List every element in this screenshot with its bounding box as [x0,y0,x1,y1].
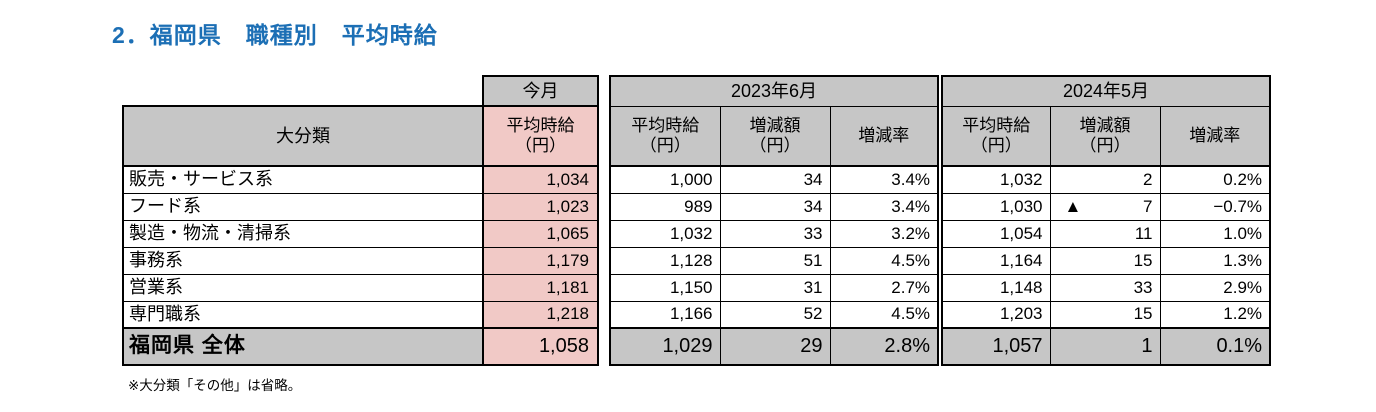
rate-2024-cell: 2.9% [1159,273,1271,302]
table-row: 事務系 1,179 [122,246,599,275]
wage-2023-header: 平均時給 （円） [609,105,721,167]
rate-2024-cell: 1.0% [1159,219,1271,248]
table-row: フード系 1,023 [122,192,599,221]
total-diff-2024-cell: 1 [1049,327,1161,366]
rate-2023-cell: 4.5% [829,300,941,329]
rate-2024-cell: 0.2% [1159,165,1271,194]
group-header-row: 今月 [123,75,599,107]
category-cell: フード系 [122,192,484,221]
comparison-table: 2023年6月 2024年5月 平均時給 （円） 増減額 （円） 増減率 平均時… [609,75,1272,366]
category-cell: 製造・物流・清掃系 [122,219,484,248]
diff-2023-cell: 34 [719,192,831,221]
rate-2024-cell: 1.2% [1159,300,1271,329]
wage-2024-cell: 1,203 [937,300,1051,329]
rate-2024-header: 増減率 [1159,105,1271,167]
table-row: 営業系 1,181 [122,273,599,302]
current-wage-cell: 1,065 [482,219,599,248]
wage-2023-cell: 1,166 [609,300,721,329]
current-month-group-header: 今月 [482,75,599,107]
table-row: 1,032 33 3.2% 1,054 11 1.0% [609,219,1271,248]
diff-value: 33 [1133,277,1153,297]
current-wage-column-header: 平均時給 （円） [482,105,599,167]
diff-2024-header: 増減額 （円） [1049,105,1161,167]
rate-2023-cell: 4.5% [829,246,941,275]
category-cell: 営業系 [122,273,484,302]
column-header-row: 平均時給 （円） 増減額 （円） 増減率 平均時給 （円） 増減額 （円） 増減… [609,105,1271,167]
diff-2023-cell: 33 [719,219,831,248]
table-row: 製造・物流・清掃系 1,065 [122,219,599,248]
page-title: 2．福岡県 職種別 平均時給 [112,22,438,48]
diff-value: 11 [1134,223,1153,243]
table-row: 1,150 31 2.7% 1,148 33 2.9% [609,273,1271,302]
wage-tables: 今月 大分類 平均時給 （円） 販売・サービス系 1,034 フード系 1,02… [122,75,1272,366]
category-cell: 事務系 [122,246,484,275]
table-row: 専門職系 1,218 [122,300,599,329]
wage-2024-header: 平均時給 （円） [937,105,1051,167]
total-rate-2023-cell: 2.8% [829,327,941,366]
diff-2024-cell: 15 [1049,246,1161,275]
current-wage-cell: 1,034 [482,165,599,194]
category-cell: 専門職系 [122,300,484,329]
diff-2024-cell: 2 [1049,165,1161,194]
current-wage-cell: 1,023 [482,192,599,221]
rate-2023-cell: 3.4% [829,192,941,221]
diff-2024-cell: 11 [1049,219,1161,248]
total-wage-2024-cell: 1,057 [937,327,1051,366]
table-row: 989 34 3.4% 1,030 ▲ 7 −0.7% [609,192,1271,221]
rate-2024-cell: 1.3% [1159,246,1271,275]
diff-2023-cell: 34 [719,165,831,194]
wage-2024-cell: 1,030 [937,192,1051,221]
current-wage-cell: 1,218 [482,300,599,329]
diff-2023-header: 増減額 （円） [719,105,831,167]
diff-value: 15 [1133,250,1153,270]
table-row: 販売・サービス系 1,034 [122,165,599,194]
diff-2024-cell: 33 [1049,273,1161,302]
negative-triangle-icon: ▲ [1064,196,1082,216]
rate-2024-cell: −0.7% [1159,192,1271,221]
blank-corner [123,76,483,106]
diff-2024-cell: ▲ 7 [1049,192,1161,221]
period-2024-header: 2024年5月 [937,75,1271,107]
category-column-header: 大分類 [122,105,484,167]
diff-value: 2 [1143,169,1153,189]
table-row: 1,166 52 4.5% 1,203 15 1.2% [609,300,1271,329]
wage-2024-cell: 1,032 [937,165,1051,194]
wage-2024-cell: 1,148 [937,273,1051,302]
total-label-cell: 福岡県 全体 [122,327,484,366]
current-month-table: 今月 大分類 平均時給 （円） 販売・サービス系 1,034 フード系 1,02… [122,75,599,366]
diff-value: 15 [1133,304,1153,324]
total-diff-2023-cell: 29 [719,327,831,366]
column-header-row: 大分類 平均時給 （円） [122,105,599,167]
rate-2023-cell: 3.2% [829,219,941,248]
diff-2023-cell: 52 [719,300,831,329]
footnote: ※大分類「その他」は省略。 [128,378,302,393]
diff-value: 7 [1143,196,1153,216]
diff-2024-cell: 15 [1049,300,1161,329]
rate-2023-cell: 3.4% [829,165,941,194]
wage-2023-cell: 1,000 [609,165,721,194]
table-row: 1,000 34 3.4% 1,032 2 0.2% [609,165,1271,194]
period-2023-header: 2023年6月 [609,75,941,107]
table-row: 1,128 51 4.5% 1,164 15 1.3% [609,246,1271,275]
wage-2023-cell: 1,150 [609,273,721,302]
total-wage-2023-cell: 1,029 [609,327,721,366]
current-wage-cell: 1,179 [482,246,599,275]
wage-2023-cell: 1,128 [609,246,721,275]
wage-2024-cell: 1,164 [937,246,1051,275]
total-rate-2024-cell: 0.1% [1159,327,1271,366]
period-header-row: 2023年6月 2024年5月 [609,75,1271,107]
total-current-wage-cell: 1,058 [482,327,599,366]
rate-2023-header: 増減率 [829,105,941,167]
diff-2023-cell: 31 [719,273,831,302]
wage-2023-cell: 1,032 [609,219,721,248]
total-row: 福岡県 全体 1,058 [122,327,599,366]
diff-2023-cell: 51 [719,246,831,275]
category-cell: 販売・サービス系 [122,165,484,194]
total-row: 1,029 29 2.8% 1,057 1 0.1% [609,327,1271,366]
wage-2024-cell: 1,054 [937,219,1051,248]
wage-2023-cell: 989 [609,192,721,221]
current-wage-cell: 1,181 [482,273,599,302]
rate-2023-cell: 2.7% [829,273,941,302]
